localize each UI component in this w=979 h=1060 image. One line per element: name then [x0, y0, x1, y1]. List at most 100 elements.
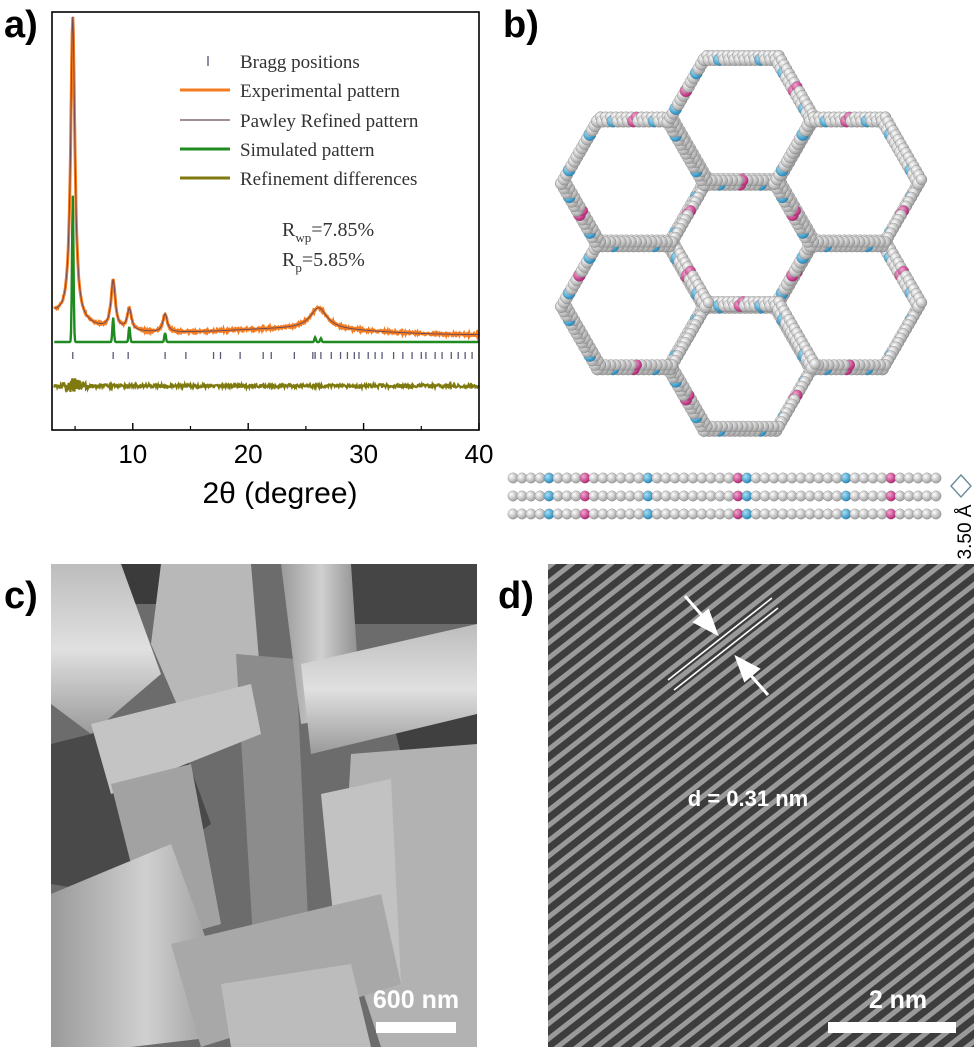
interlayer-marker: 3.50 Å [950, 473, 976, 559]
layer-atom [885, 490, 897, 502]
layer-atom [534, 508, 546, 520]
layer-atom [714, 472, 726, 484]
atom [915, 296, 928, 309]
layer-atom [795, 472, 807, 484]
atom [702, 296, 715, 309]
layer-atom [840, 490, 852, 502]
xrd-chart: 10 20 30 40 2θ (degree) Bragg positions Exp… [51, 11, 494, 510]
layer-atom [822, 472, 834, 484]
layer-atom [651, 490, 663, 502]
layer-atom [921, 508, 933, 520]
layer-atom [687, 508, 699, 520]
layer-atom [786, 490, 798, 502]
layer-atom [507, 490, 519, 502]
rp-value: =5.85% [302, 249, 365, 271]
series-difference [53, 378, 480, 393]
layer-atom [561, 472, 573, 484]
layer-atom [840, 508, 852, 520]
tem-scale-label: 2 nm [868, 986, 928, 1014]
layer-atom [903, 508, 915, 520]
layer-atom [570, 508, 582, 520]
layer-atom [930, 490, 942, 502]
layer-atom [768, 490, 780, 502]
layer-atom [813, 472, 825, 484]
fringe-guide-line-1 [667, 597, 773, 681]
layer-atom [516, 508, 528, 520]
layer-atom [588, 508, 600, 520]
x-tick-label: 30 [349, 439, 378, 469]
layer-atom [615, 472, 627, 484]
layer-atom [678, 490, 690, 502]
legend-label-pawley: Pawley Refined pattern [240, 111, 419, 132]
panel-label-b: b) [503, 4, 539, 46]
layer-atom [507, 472, 519, 484]
layer-atom [732, 508, 744, 520]
layer-atom [615, 508, 627, 520]
layer-atom [822, 508, 834, 520]
layer-atom [912, 472, 924, 484]
interlayer-distance: 3.50 Å [955, 504, 976, 559]
x-tick-label: 10 [118, 439, 147, 469]
layer-atom [525, 472, 537, 484]
rp-subscript: p [295, 260, 302, 275]
layer-atom [723, 508, 735, 520]
panel-label-d: d) [498, 575, 534, 617]
layer-atom [786, 472, 798, 484]
layer-atom [885, 508, 897, 520]
layer-atom [561, 508, 573, 520]
layer-atom [525, 490, 537, 502]
layer-atom [831, 472, 843, 484]
layer-atom [570, 472, 582, 484]
layer-atom [660, 490, 672, 502]
panel-label-c: c) [4, 575, 38, 617]
layer-atom [768, 508, 780, 520]
layer-atom [552, 490, 564, 502]
tem-lattice [548, 564, 974, 1047]
layer-atom [858, 472, 870, 484]
layer-atom [894, 490, 906, 502]
layer-atom [867, 472, 879, 484]
layer-atom [750, 508, 762, 520]
layer-atom [768, 472, 780, 484]
legend-label-experimental: Experimental pattern [240, 81, 400, 102]
layer-atom [777, 490, 789, 502]
layer-atom [624, 508, 636, 520]
layer-atom [651, 472, 663, 484]
panel-label-a: a) [4, 4, 38, 46]
layer-atom [876, 490, 888, 502]
x-tick-label: 40 [465, 439, 494, 469]
layer-atom [876, 472, 888, 484]
layer-atom [705, 472, 717, 484]
layer-atom [534, 490, 546, 502]
svg-text:Rwp=7.85%: Rwp=7.85% [282, 219, 374, 245]
x-axis-label: 2θ (degree) [202, 477, 357, 510]
layer-atom [552, 472, 564, 484]
layer-atom [750, 490, 762, 502]
layer-atom [579, 472, 591, 484]
layer-atom [543, 472, 555, 484]
layer-atom [543, 490, 555, 502]
layer-atom [606, 508, 618, 520]
layer-atom [615, 490, 627, 502]
series-simulated [54, 195, 479, 344]
fringe-guide-line-2 [673, 607, 779, 691]
sem-image: 600 nm [51, 564, 477, 1047]
layer-atom [660, 508, 672, 520]
layer-atom [606, 472, 618, 484]
layer-atom [741, 472, 753, 484]
layer-atom [759, 508, 771, 520]
layer-atom [831, 508, 843, 520]
layer-atom [606, 490, 618, 502]
layer-atom [894, 508, 906, 520]
layer-atom [534, 472, 546, 484]
layer-atom [930, 472, 942, 484]
layer-atom [741, 508, 753, 520]
layer-atom [849, 472, 861, 484]
layer-atom [732, 472, 744, 484]
rwp-value: =7.85% [311, 219, 374, 241]
x-axis-ticks: 10 20 30 40 [74, 423, 494, 469]
layer-atom [561, 490, 573, 502]
r-factors: Rwp=7.85% Rp=5.85% [282, 219, 374, 275]
layer-atom [678, 472, 690, 484]
tem-spacing-label: d = 0.31 nm [687, 786, 809, 811]
